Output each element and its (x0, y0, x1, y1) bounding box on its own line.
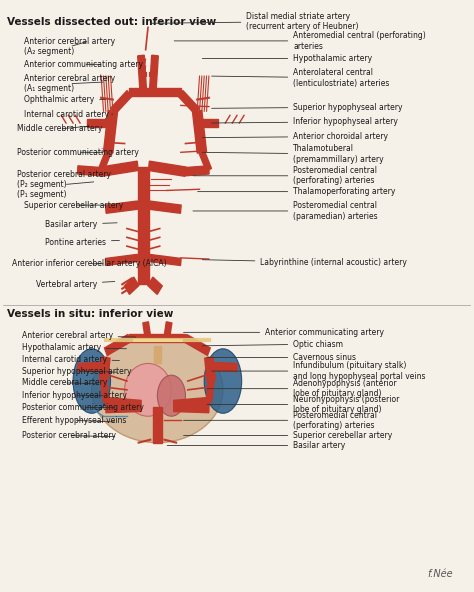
Polygon shape (104, 334, 131, 355)
Polygon shape (149, 255, 181, 265)
Ellipse shape (73, 349, 110, 413)
Text: Superior hypophyseal artery: Superior hypophyseal artery (21, 366, 131, 375)
Text: Pontine arteries: Pontine arteries (45, 237, 119, 246)
Text: Posteromedial central
(perforating) arteries: Posteromedial central (perforating) arte… (183, 411, 377, 430)
Text: Middle cerebral artery: Middle cerebral artery (17, 124, 102, 133)
Text: Anterior cerebral artery: Anterior cerebral artery (21, 332, 136, 340)
Text: Anterior communicating artery: Anterior communicating artery (24, 60, 143, 69)
Polygon shape (106, 201, 138, 213)
Text: Thalamoperforating artery: Thalamoperforating artery (198, 187, 396, 196)
Polygon shape (138, 55, 146, 92)
Polygon shape (106, 397, 141, 408)
Text: Posterior communicating artery: Posterior communicating artery (21, 403, 144, 412)
Text: Posterior cerebral artery: Posterior cerebral artery (21, 431, 116, 440)
Text: Hypothalamic artery: Hypothalamic artery (21, 343, 127, 352)
Polygon shape (164, 321, 172, 339)
Polygon shape (206, 381, 214, 402)
Text: Anterolateral central
(lenticulostriate) arteries: Anterolateral central (lenticulostriate)… (212, 68, 390, 88)
Text: Efferent hypophyseal veins: Efferent hypophyseal veins (21, 416, 126, 425)
Ellipse shape (157, 375, 185, 416)
Text: Posteromedial central
(paramedian) arteries: Posteromedial central (paramedian) arter… (193, 201, 378, 221)
Text: Inferior hypophyseal artery: Inferior hypophyseal artery (21, 391, 127, 400)
Polygon shape (173, 403, 209, 413)
Text: Middle cerebral artery: Middle cerebral artery (21, 378, 107, 387)
Polygon shape (111, 91, 131, 114)
Text: Vertebral artery: Vertebral artery (36, 280, 115, 289)
Text: Anterior choroidal artery: Anterior choroidal artery (202, 132, 388, 141)
Polygon shape (100, 357, 110, 382)
Polygon shape (149, 55, 158, 92)
Polygon shape (173, 397, 209, 408)
Text: Internal carotid artery: Internal carotid artery (24, 110, 113, 119)
Polygon shape (185, 166, 209, 176)
Polygon shape (99, 151, 111, 172)
Text: Anteromedial central (perforating)
arteries: Anteromedial central (perforating) arter… (174, 31, 426, 50)
Text: Superior cerebellar artery: Superior cerebellar artery (183, 431, 392, 440)
Text: Labyrinthine (internal acoustic) artery: Labyrinthine (internal acoustic) artery (202, 258, 407, 267)
Ellipse shape (204, 349, 242, 413)
Text: Anterior inferior cerebellar artery (AICA): Anterior inferior cerebellar artery (AIC… (12, 259, 167, 268)
Ellipse shape (92, 337, 223, 443)
Text: Optic chiasm: Optic chiasm (202, 340, 343, 349)
Polygon shape (100, 161, 138, 176)
Text: Thalamotuberal
(premammillary) artery: Thalamotuberal (premammillary) artery (202, 144, 384, 164)
Polygon shape (148, 201, 181, 213)
Text: Internal carotid artery: Internal carotid artery (21, 355, 119, 364)
Polygon shape (192, 111, 207, 153)
Polygon shape (209, 362, 237, 372)
Text: Vessels in situ: inferior view: Vessels in situ: inferior view (8, 309, 174, 319)
Polygon shape (106, 403, 141, 413)
Text: Adenohypophysis (anterior
lobe of pituitary gland): Adenohypophysis (anterior lobe of pituit… (207, 379, 397, 398)
Polygon shape (148, 277, 162, 294)
Polygon shape (197, 119, 218, 127)
Text: Ophthalmic artery: Ophthalmic artery (24, 95, 105, 104)
Text: f.Née: f.Née (427, 570, 453, 580)
Polygon shape (179, 91, 199, 114)
Text: Infundibulum (pituitary stalk)
and long hypophyseal portal veins: Infundibulum (pituitary stalk) and long … (212, 361, 426, 381)
Polygon shape (106, 255, 138, 265)
Polygon shape (100, 381, 109, 402)
Text: Basilar artery: Basilar artery (167, 441, 346, 450)
Polygon shape (205, 357, 215, 382)
Polygon shape (87, 119, 113, 127)
Text: Anterior cerebral artery
(A₁ segment): Anterior cerebral artery (A₁ segment) (24, 74, 115, 94)
Polygon shape (143, 321, 151, 339)
Polygon shape (137, 167, 149, 284)
Polygon shape (129, 88, 181, 96)
Text: Posterior communicating artery: Posterior communicating artery (17, 148, 139, 157)
Polygon shape (124, 277, 139, 294)
Text: Anterior communicating artery: Anterior communicating artery (183, 328, 384, 337)
Polygon shape (78, 166, 101, 176)
Polygon shape (78, 362, 106, 372)
Polygon shape (184, 334, 210, 355)
Text: Hypothalamic artery: Hypothalamic artery (202, 54, 373, 63)
Polygon shape (200, 151, 211, 172)
Text: Distal medial striate artery
(recurrent artery of Heubner): Distal medial striate artery (recurrent … (151, 12, 359, 31)
Text: Vessels dissected out: inferior view: Vessels dissected out: inferior view (8, 17, 217, 27)
Ellipse shape (125, 363, 172, 416)
Text: Cavernous sinus: Cavernous sinus (207, 353, 356, 362)
Text: Superior cerebellar artery: Superior cerebellar artery (24, 201, 123, 210)
Text: Basilar artery: Basilar artery (45, 220, 117, 229)
Polygon shape (153, 407, 162, 443)
Text: Inferior hypophyseal artery: Inferior hypophyseal artery (212, 117, 398, 126)
Polygon shape (148, 161, 186, 176)
Text: Neurohypophysis (posterior
lobe of pituitary gland): Neurohypophysis (posterior lobe of pitui… (207, 395, 400, 414)
Text: Anterior cerebral artery
(A₂ segment): Anterior cerebral artery (A₂ segment) (24, 37, 115, 56)
Text: Posterior cerebral artery
(P₂ segment)
(P₁ segment): Posterior cerebral artery (P₂ segment) (… (17, 170, 111, 200)
Text: Superior hypophyseal artery: Superior hypophyseal artery (212, 102, 403, 112)
Text: Posteromedial central
(perforating) arteries: Posteromedial central (perforating) arte… (193, 166, 377, 185)
Polygon shape (154, 346, 161, 363)
Polygon shape (103, 111, 118, 153)
Polygon shape (129, 334, 185, 342)
